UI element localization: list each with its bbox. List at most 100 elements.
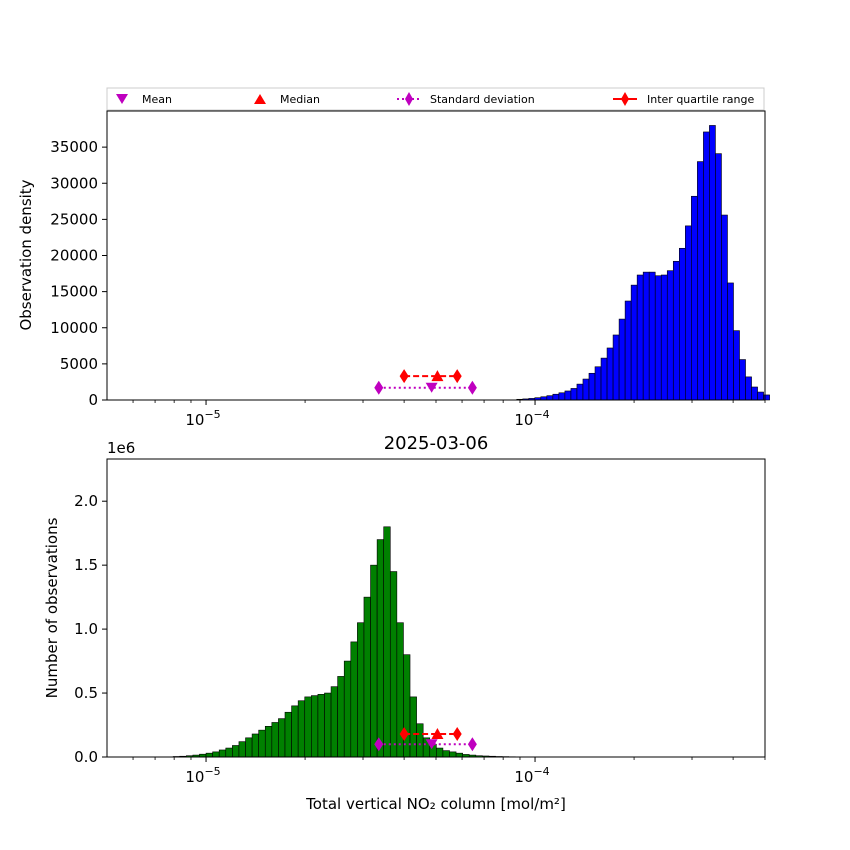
- legend-iqr-marker: [621, 92, 629, 106]
- bottom-bar: [330, 686, 338, 758]
- top-y-axis-label: Observation density: [17, 179, 35, 330]
- top-y-tick-label: 5000: [60, 355, 98, 373]
- bottom-bar: [383, 526, 391, 758]
- bottom-bar: [205, 752, 213, 758]
- bottom-bar: [455, 752, 463, 758]
- bottom-bar: [258, 729, 266, 758]
- bottom-y-tick-label: 2.0: [74, 492, 98, 510]
- top-y-tick-label: 35000: [50, 138, 98, 156]
- top-bar: [594, 366, 602, 401]
- bottom-bar: [343, 660, 352, 758]
- top-bar: [703, 131, 710, 401]
- bottom-bar: [304, 696, 312, 758]
- bottom-x-tick-label: 10−4: [514, 765, 549, 786]
- top-panel: 0 5000 10000 15000 20000 25000 30000 35000 10−5…: [17, 110, 770, 429]
- bottom-panel-title: 2025-03-06: [384, 433, 489, 454]
- bottom-mean-marker: [425, 739, 438, 750]
- legend-median-marker: [254, 94, 266, 104]
- legend-entry-median: Median: [254, 93, 320, 106]
- bottom-bar: [251, 733, 259, 758]
- top-x-tick-label: 10−4: [514, 408, 549, 429]
- top-statistics-markers: [374, 369, 477, 395]
- legend-entry-iqr: Inter quartile range: [613, 92, 754, 106]
- bottom-std-low-marker: [374, 737, 384, 752]
- top-bar: [642, 271, 650, 401]
- bottom-bar: [291, 705, 299, 758]
- top-bar: [588, 372, 596, 401]
- top-bar: [672, 260, 680, 401]
- top-y-tick-label: 10000: [50, 319, 98, 337]
- bottom-std-high-marker: [467, 737, 477, 752]
- bottom-bar: [278, 718, 286, 758]
- top-mean-marker: [425, 382, 438, 393]
- bottom-bar: [264, 725, 273, 758]
- bottom-y-tick-label: 0.0: [74, 748, 98, 766]
- top-bar: [745, 376, 752, 401]
- top-bar: [763, 394, 770, 401]
- bottom-y-axis-label: Number of observations: [43, 517, 61, 698]
- bottom-bar: [403, 654, 411, 758]
- bottom-bar: [317, 694, 325, 758]
- legend-entry-mean: Mean: [116, 93, 172, 106]
- bottom-bar: [449, 751, 457, 758]
- legend-iqr-label: Inter quartile range: [647, 93, 754, 106]
- top-y-tick-label: 15000: [50, 283, 98, 301]
- top-bar: [546, 395, 554, 401]
- bottom-bar: [324, 692, 332, 758]
- top-x-ticks: 10−5 10−4: [132, 400, 766, 429]
- top-bar: [709, 125, 716, 401]
- top-bar: [600, 357, 608, 401]
- bottom-bar: [271, 722, 279, 758]
- legend-frame: [106, 87, 765, 111]
- bottom-x-ticks: 10−5 10−4: [132, 757, 766, 786]
- top-bar: [757, 391, 764, 401]
- top-bar: [739, 359, 746, 401]
- bottom-bar: [212, 751, 220, 758]
- bottom-bar: [238, 741, 246, 758]
- legend-mean-label: Mean: [142, 93, 172, 106]
- bottom-bar: [297, 700, 306, 758]
- bottom-bar: [370, 564, 378, 758]
- legend-median-label: Median: [280, 93, 320, 106]
- top-y-tick-label: 30000: [50, 174, 98, 192]
- bottom-x-tick-label: 10−5: [185, 765, 220, 786]
- top-bar: [654, 275, 662, 401]
- top-iqr-low-marker: [399, 369, 409, 384]
- bottom-bar: [311, 695, 319, 758]
- bottom-iqr-high-marker: [452, 726, 462, 741]
- bottom-bar: [416, 723, 424, 758]
- bottom-median-marker: [431, 727, 444, 739]
- legend: Mean Median Standard deviation Inter qua…: [106, 87, 765, 111]
- top-bar: [721, 214, 728, 401]
- bottom-panel: 2025-03-06 1e6 0.00.51.01.52.0 10−5 10−4 …: [43, 433, 766, 813]
- top-bar: [612, 334, 620, 401]
- top-y-tick-label: 25000: [50, 210, 98, 228]
- top-bar: [552, 393, 560, 401]
- top-bar: [618, 318, 626, 401]
- top-bar: [636, 274, 644, 401]
- top-y-tick-label: 20000: [50, 247, 98, 265]
- top-bar: [570, 388, 578, 401]
- bottom-bar: [232, 745, 240, 758]
- top-std-high-marker: [467, 380, 477, 395]
- top-bar: [648, 271, 656, 401]
- top-std-low-marker: [374, 380, 384, 395]
- legend-entry-std: Standard deviation: [397, 92, 535, 106]
- top-bar: [564, 390, 572, 401]
- top-bar: [679, 247, 686, 401]
- bottom-bar: [376, 539, 384, 758]
- top-y-ticks: 0 5000 10000 15000 20000 25000 30000 35000: [50, 138, 107, 409]
- bottom-bar: [245, 737, 253, 758]
- bottom-statistics-markers: [374, 726, 477, 752]
- bottom-bar: [284, 711, 292, 758]
- bottom-bar: [337, 676, 345, 758]
- bottom-bar: [350, 641, 358, 758]
- bottom-x-axis-label: Total vertical NO₂ column [mol/m²]: [305, 795, 566, 813]
- top-median-marker: [431, 370, 444, 382]
- bottom-y-tick-label: 1.0: [74, 620, 98, 638]
- top-bar: [582, 378, 590, 401]
- top-bar: [606, 347, 614, 401]
- bottom-y-tick-label: 0.5: [74, 684, 98, 702]
- bottom-y-tick-label: 1.5: [74, 556, 98, 574]
